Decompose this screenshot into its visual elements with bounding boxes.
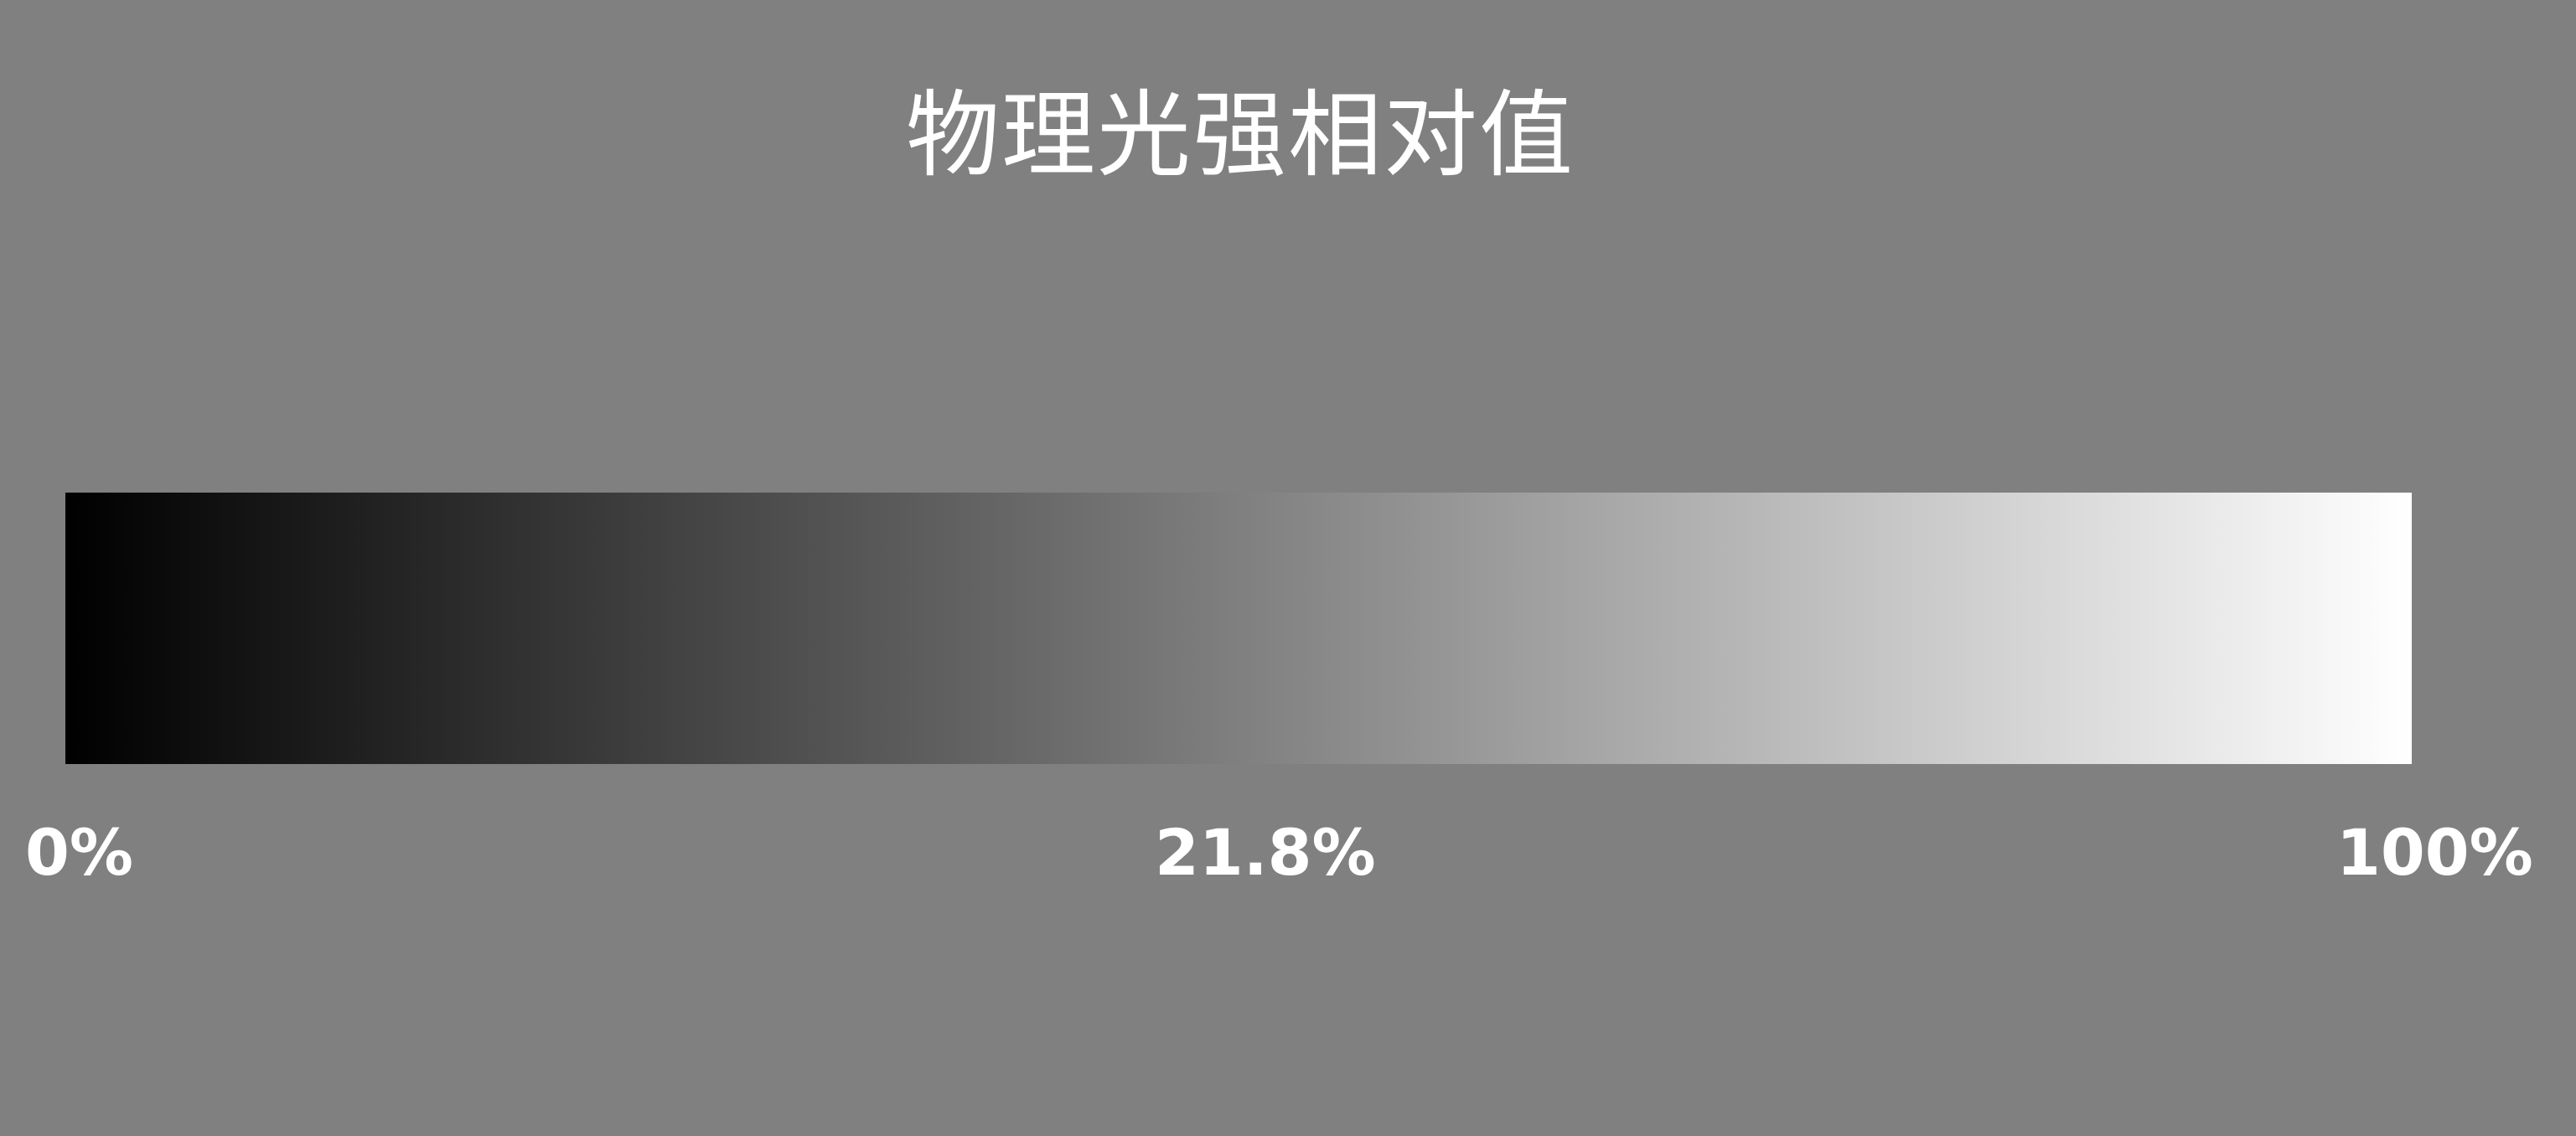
label-mid: 21.8% (1155, 815, 1376, 890)
label-min: 0% (25, 815, 134, 890)
label-max: 100% (2336, 815, 2533, 890)
diagram-title: 物理光强相对值 (906, 81, 1575, 190)
intensity-gradient-bar (65, 493, 2412, 764)
